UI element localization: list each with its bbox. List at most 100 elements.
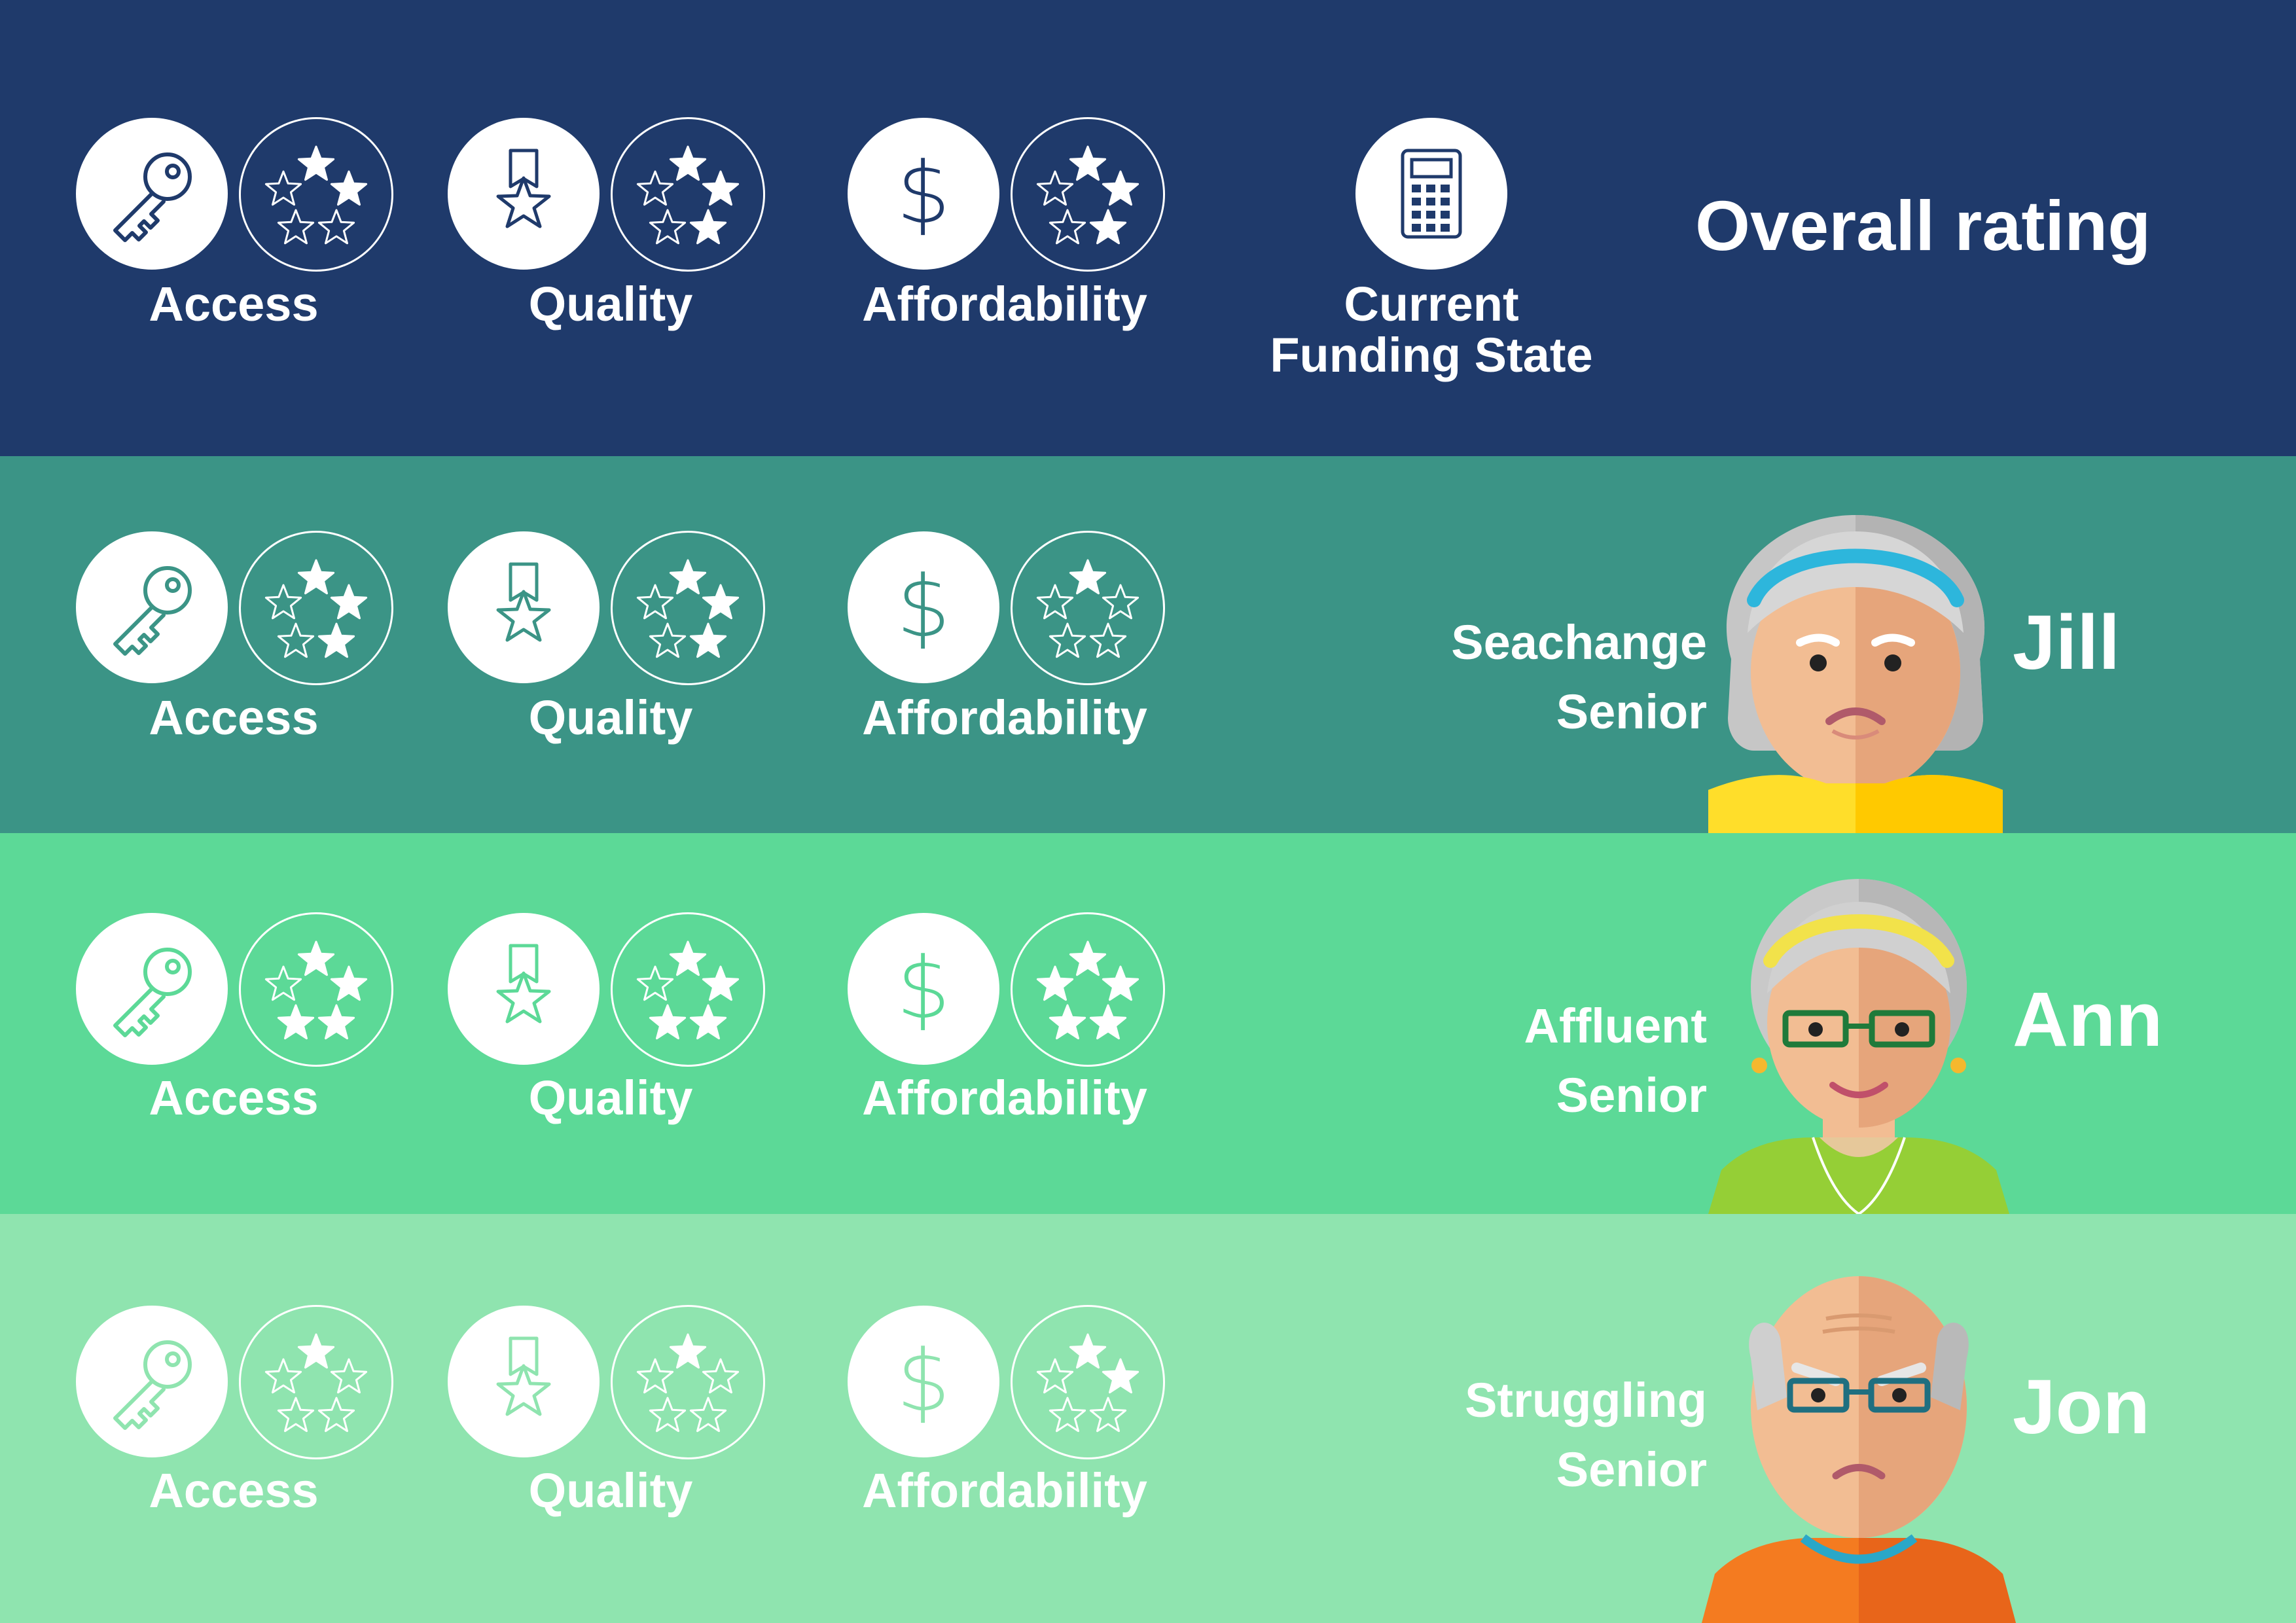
svg-text:$: $	[897, 1331, 951, 1431]
persona-type-line2: Senior	[1556, 1068, 1707, 1122]
star-filled-icon	[1102, 170, 1139, 206]
persona-type-line1: Affluent	[1524, 999, 1708, 1053]
star-rating	[1011, 1305, 1165, 1459]
star-filled-icon	[702, 170, 740, 206]
star-filled-icon	[689, 1004, 727, 1040]
key-icon	[76, 531, 228, 683]
svg-text:$: $	[897, 557, 951, 656]
star-outline-icon	[636, 170, 674, 206]
metric-label: Access	[149, 1071, 319, 1125]
star-filled-icon	[297, 940, 335, 976]
star-rating	[611, 1305, 765, 1459]
star-rating	[1011, 117, 1165, 272]
star-rating	[611, 912, 765, 1067]
persona-type-line2: Senior	[1556, 1442, 1707, 1497]
metric-label: Affordability	[862, 690, 1147, 745]
metric-label: Quality	[528, 1463, 693, 1518]
star-outline-icon	[1102, 584, 1139, 620]
dollar-icon: $	[848, 1306, 999, 1457]
star-filled-icon	[1069, 559, 1107, 595]
star-filled-icon	[1089, 1004, 1127, 1040]
metric-label: Access	[149, 277, 319, 331]
ribbon-star-icon	[448, 531, 600, 683]
svg-text:$: $	[897, 143, 951, 243]
star-outline-icon	[689, 1397, 727, 1433]
star-outline-icon	[1036, 170, 1074, 206]
star-rating	[611, 531, 765, 685]
ribbon-star-icon	[448, 118, 600, 270]
star-filled-icon	[1036, 965, 1074, 1001]
star-outline-icon	[636, 584, 674, 620]
star-filled-icon	[317, 1004, 355, 1040]
star-outline-icon	[317, 209, 355, 245]
star-rating	[1011, 912, 1165, 1067]
funding-label-line1: Current	[1344, 277, 1519, 331]
star-filled-icon	[669, 559, 707, 595]
key-icon	[76, 118, 228, 270]
star-outline-icon	[317, 1397, 355, 1433]
persona-row-jon: Access Quality $ Affordability Strugglin…	[0, 1214, 2296, 1623]
overall-rating-title: Overall rating	[1695, 186, 2151, 265]
ribbon-star-icon	[448, 1306, 600, 1457]
star-filled-icon	[330, 170, 368, 206]
elderly-man-glasses-avatar	[1702, 1276, 2016, 1623]
star-rating	[239, 531, 393, 685]
star-outline-icon	[1036, 584, 1074, 620]
star-filled-icon	[669, 940, 707, 976]
persona-name: Ann	[2013, 976, 2163, 1063]
star-rating	[239, 1305, 393, 1459]
metric-label: Access	[149, 690, 319, 745]
star-filled-icon	[702, 584, 740, 620]
star-filled-icon	[330, 584, 368, 620]
star-outline-icon	[649, 209, 687, 245]
star-outline-icon	[1089, 1397, 1127, 1433]
star-filled-icon	[277, 1004, 315, 1040]
metric-label: Affordability	[862, 1463, 1147, 1518]
star-filled-icon	[689, 209, 727, 245]
calculator-icon	[1355, 118, 1507, 270]
star-outline-icon	[264, 965, 302, 1001]
star-rating	[611, 117, 765, 272]
key-icon	[76, 1306, 228, 1457]
star-filled-icon	[1089, 209, 1127, 245]
persona-name: Jon	[2013, 1364, 2150, 1450]
metric-label: Quality	[528, 690, 693, 745]
star-outline-icon	[636, 965, 674, 1001]
header-band: Access Quality $ Affordability Current F…	[0, 0, 2296, 456]
persona-type: Struggling Senior	[1367, 1366, 1707, 1505]
star-filled-icon	[317, 622, 355, 658]
star-outline-icon	[277, 1397, 315, 1433]
star-filled-icon	[297, 145, 335, 181]
star-filled-icon	[1069, 1333, 1107, 1369]
persona-type-line1: Struggling	[1465, 1373, 1707, 1427]
star-rating	[239, 117, 393, 272]
dollar-icon: $	[848, 118, 999, 270]
star-outline-icon	[702, 1358, 740, 1394]
elderly-woman-headband-avatar	[1708, 515, 2003, 833]
star-outline-icon	[277, 209, 315, 245]
star-rating	[1011, 531, 1165, 685]
persona-type-line2: Senior	[1556, 685, 1707, 739]
persona-type: Affluent Senior	[1367, 991, 1708, 1130]
star-outline-icon	[264, 584, 302, 620]
key-icon	[76, 913, 228, 1065]
metric-label: Quality	[528, 1071, 693, 1125]
persona-row-jill: Access Quality $ Affordability Seachange…	[0, 456, 2296, 833]
star-filled-icon	[297, 1333, 335, 1369]
persona-name: Jill	[2013, 599, 2120, 686]
star-filled-icon	[1049, 1004, 1086, 1040]
star-filled-icon	[649, 1004, 687, 1040]
ribbon-star-icon	[448, 913, 600, 1065]
funding-label-line2: Funding State	[1270, 328, 1593, 382]
star-filled-icon	[669, 1333, 707, 1369]
persona-type-line1: Seachange	[1451, 615, 1707, 669]
svg-text:$: $	[897, 938, 951, 1038]
star-rating	[239, 912, 393, 1067]
star-outline-icon	[649, 622, 687, 658]
star-outline-icon	[277, 622, 315, 658]
persona-row-ann: Access Quality $ Affordability Affluent …	[0, 833, 2296, 1214]
metric-label: Affordability	[862, 277, 1147, 331]
metric-label: Quality	[528, 277, 693, 331]
star-filled-icon	[689, 622, 727, 658]
